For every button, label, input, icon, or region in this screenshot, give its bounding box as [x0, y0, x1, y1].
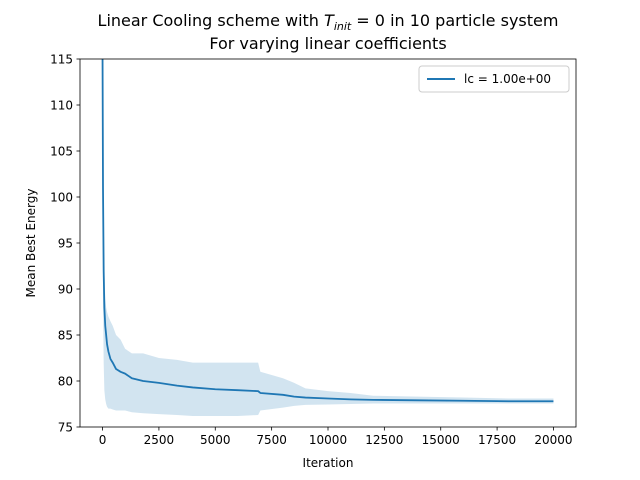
- plot-clip-group: [103, 59, 554, 416]
- x-tick-label: 0: [99, 433, 107, 447]
- legend-entry-label: lc = 1.00e+00: [464, 72, 551, 86]
- x-tick-label: 12500: [365, 433, 403, 447]
- series-0-line: [103, 59, 554, 401]
- y-tick-label: 95: [58, 237, 73, 251]
- x-tick-label: 20000: [534, 433, 572, 447]
- x-axis-label: Iteration: [303, 456, 354, 470]
- legend: lc = 1.00e+00: [419, 66, 569, 92]
- y-tick-label: 100: [50, 191, 73, 205]
- x-tick-label: 10000: [309, 433, 347, 447]
- series-0-band: [103, 59, 554, 416]
- y-tick-label: 115: [50, 53, 73, 67]
- plot-area: [103, 59, 554, 416]
- y-tick-label: 80: [58, 375, 73, 389]
- y-tick-label: 85: [58, 329, 73, 343]
- y-axis-label: Mean Best Energy: [24, 189, 38, 298]
- x-tick-label: 2500: [144, 433, 175, 447]
- y-tick-label: 75: [58, 421, 73, 435]
- y-tick-label: 105: [50, 145, 73, 159]
- y-tick-label: 110: [50, 99, 73, 113]
- chart-title-line2: For varying linear coefficients: [209, 34, 446, 53]
- chart-title-line1: Linear Cooling scheme with Tinit = 0 in …: [98, 11, 559, 33]
- x-tick-label: 15000: [422, 433, 460, 447]
- x-tick-label: 7500: [256, 433, 287, 447]
- x-tick-label: 17500: [478, 433, 516, 447]
- x-tick-label: 5000: [200, 433, 231, 447]
- y-tick-label: 90: [58, 283, 73, 297]
